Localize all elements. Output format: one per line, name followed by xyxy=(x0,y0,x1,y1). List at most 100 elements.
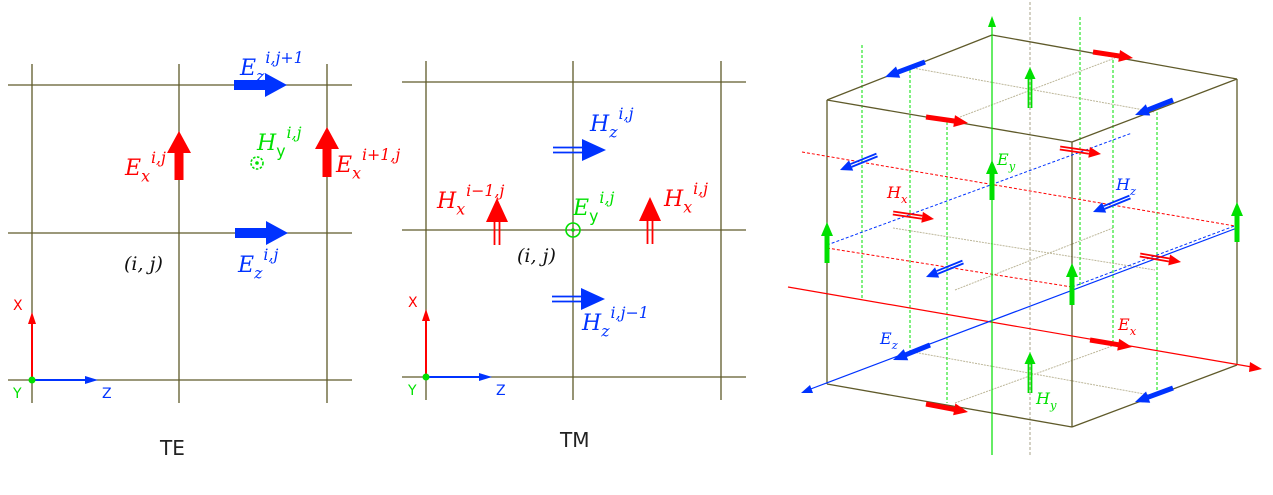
cube-hy-label-base: H xyxy=(1035,389,1051,408)
te-ex-right-label-base: E xyxy=(335,153,352,178)
hz-guide-dashed xyxy=(1071,224,1238,288)
tm-cell-index: (i, j) xyxy=(517,245,556,267)
ez-arrow xyxy=(1135,385,1174,403)
arrow-shaft-line xyxy=(1139,255,1170,263)
te-axis-z-label: Z xyxy=(102,386,112,402)
cube-edge xyxy=(826,383,1073,428)
cube-ez-label-subscript: z xyxy=(891,338,899,352)
te-axis-x-label: X xyxy=(13,298,23,314)
cube-edge xyxy=(1071,78,1238,143)
mid-hidden-line xyxy=(954,227,1114,291)
tm-title: TM xyxy=(559,428,589,452)
mid-hidden-line xyxy=(892,227,1156,271)
cube-ex-label-subscript: x xyxy=(1130,324,1137,338)
tm-hz-top-label-subscript: z xyxy=(608,123,618,142)
ez-arrow xyxy=(885,59,926,78)
cube-ez-label-base: E xyxy=(879,329,892,348)
labels: TE (i, j) X Y Z TM (i, j) X Y Z Ezi,j+1E… xyxy=(12,48,1137,460)
arrow-shaft-line xyxy=(850,152,877,165)
tm-hx-right-label-base: H xyxy=(663,187,684,212)
hz-guide-dashed xyxy=(826,132,1133,246)
hy-out-of-plane-icon xyxy=(250,156,264,170)
arrow-head xyxy=(1024,67,1036,79)
tm-panel xyxy=(402,61,746,400)
tm-hx-left-label: Hxi−1,j xyxy=(436,181,504,219)
axis-x-arrowhead xyxy=(28,312,36,324)
tm-hx-left-label-base: H xyxy=(436,189,457,214)
arrow-head xyxy=(1024,352,1036,364)
tm-ey-label-base: E xyxy=(572,196,589,221)
te-ex-left-label: Exi,j xyxy=(124,148,166,186)
te-ez-top-label-superscript: i,j+1 xyxy=(265,48,303,67)
hz-bottom-arrow xyxy=(552,288,605,310)
ex-arrow xyxy=(925,401,968,416)
ey-arrow xyxy=(1066,263,1078,305)
ey-arrow xyxy=(986,160,998,200)
hx-arrow xyxy=(1059,145,1101,158)
cube-ey-label: Ey xyxy=(996,150,1016,173)
te-ez-bottom-label-base: E xyxy=(237,253,254,278)
te-cell-index: (i, j) xyxy=(124,253,163,275)
tm-hz-bottom-label-subscript: z xyxy=(600,322,610,341)
tm-hx-left-label-superscript: i−1,j xyxy=(466,181,504,200)
ey-axis-arrowhead xyxy=(988,16,996,27)
ez-axis-arrowhead xyxy=(801,385,813,393)
ex-axis-arrowhead xyxy=(1249,362,1262,372)
te-hy-label: Hyi,j xyxy=(256,123,302,161)
arrow-shaft-line xyxy=(1059,148,1090,155)
tm-hz-top-label-base: H xyxy=(589,112,610,137)
arrow-head xyxy=(1088,146,1101,158)
cube-hy-label: Hy xyxy=(1035,389,1057,412)
te-ez-bottom-label: Ezi,j xyxy=(237,245,278,283)
te-hy-label-base: H xyxy=(256,131,277,156)
tm-ey-label-subscript: y xyxy=(589,207,598,226)
tm-ey-label: Eyi,j xyxy=(572,188,614,226)
arrow-head xyxy=(486,198,508,222)
cube-hx-label-base: H xyxy=(886,183,902,202)
te-ez-top-label-base: E xyxy=(239,56,256,81)
te-hy-label-subscript: y xyxy=(276,142,285,161)
cube-ex-label-base: E xyxy=(1117,315,1130,334)
ex-arrow xyxy=(925,114,968,127)
ey-arrow xyxy=(821,222,833,263)
hx-right-arrow xyxy=(639,197,661,244)
cube-hy-label-subscript: y xyxy=(1049,398,1057,412)
tm-axis-z-label: Z xyxy=(496,383,506,399)
hx-arrow xyxy=(1139,252,1181,266)
arrow-shaft-line xyxy=(937,262,964,275)
hx-guide-dashed xyxy=(826,247,1073,288)
arrow-head xyxy=(582,139,606,161)
cube-hx-label-subscript: x xyxy=(901,192,908,206)
cube-ey-label-base: E xyxy=(996,150,1009,169)
arrow-head xyxy=(581,288,605,310)
te-hy-label-superscript: i,j xyxy=(287,123,302,142)
te-ez-top-label: Ezi,j+1 xyxy=(239,48,304,86)
te-ez-top-label-subscript: z xyxy=(255,67,265,86)
axis-z-arrowhead xyxy=(85,376,98,384)
arrow-shaft-line xyxy=(1140,252,1170,260)
tm-hz-bottom-label-superscript: i,j−1 xyxy=(611,303,649,322)
tm-hz-top-label: Hzi,j xyxy=(589,104,634,142)
cube-ex-label: Ex xyxy=(1117,315,1137,338)
arrow-shaft-line xyxy=(851,155,878,168)
ez-top-arrow xyxy=(234,73,287,97)
tm-hx-right-label-superscript: i,j xyxy=(693,179,708,198)
cube-hz-label: Hz xyxy=(1115,175,1137,198)
cube-ez-label: Ez xyxy=(879,329,899,352)
arrow-head xyxy=(926,267,940,278)
hy-arrow xyxy=(1024,67,1036,108)
ez-arrow xyxy=(1135,97,1174,116)
ez-arrow xyxy=(893,342,931,361)
ex-arrow xyxy=(1089,337,1132,351)
tm-hx-right-label: Hxi,j xyxy=(663,179,708,217)
arrow-shaft-line xyxy=(1104,197,1131,210)
ey-out-of-plane-icon xyxy=(565,222,581,238)
arrow-head xyxy=(1168,254,1181,266)
hx-guide-dashed xyxy=(801,151,1236,227)
arrow-shaft-line xyxy=(936,259,963,272)
tm-hx-left-label-subscript: x xyxy=(456,200,465,219)
hz-arrow xyxy=(926,259,964,278)
arrow-shaft-line xyxy=(892,213,923,220)
top-hidden-line xyxy=(959,57,1116,118)
te-ex-left-label-base: E xyxy=(124,156,141,181)
